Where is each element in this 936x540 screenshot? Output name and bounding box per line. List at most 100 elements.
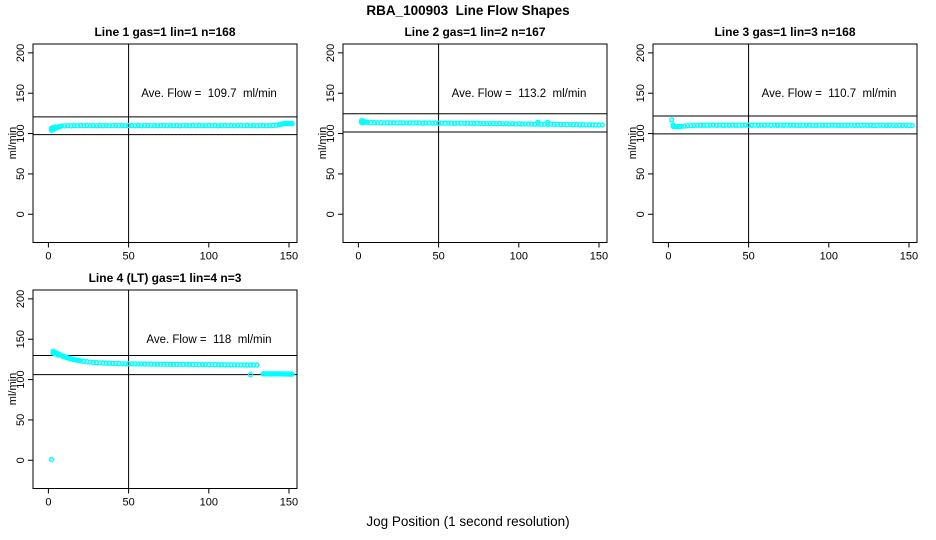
data-point xyxy=(464,120,471,126)
x-tick-label: 0 xyxy=(45,251,51,263)
x-tick-label: 0 xyxy=(665,251,671,263)
data-point xyxy=(580,121,586,128)
data-point xyxy=(103,360,109,366)
data-point xyxy=(90,122,97,129)
data-point xyxy=(468,120,474,127)
data-point xyxy=(250,362,257,368)
x-tick-label: 150 xyxy=(280,497,298,509)
data-point xyxy=(180,361,186,368)
data-point xyxy=(209,122,215,129)
data-point xyxy=(439,120,445,126)
x-tick-label: 150 xyxy=(900,251,918,263)
data-point xyxy=(855,122,861,129)
data-point xyxy=(691,122,697,129)
data-point xyxy=(816,122,822,128)
data-point xyxy=(96,122,103,129)
data-point xyxy=(167,122,174,129)
data-point xyxy=(493,120,499,127)
data-point xyxy=(138,361,145,367)
data-point xyxy=(678,123,684,130)
data-point xyxy=(391,119,397,126)
data-point xyxy=(154,122,161,129)
data-point xyxy=(577,122,583,128)
data-point xyxy=(596,122,602,128)
panel-4-title: Line 4 (LT) gas=1 lin=4 n=3 xyxy=(88,271,242,285)
data-point xyxy=(202,361,209,368)
x-axis-label: Jog Position (1 second resolution) xyxy=(366,514,570,529)
data-point xyxy=(548,121,554,127)
data-point xyxy=(113,122,119,129)
data-point xyxy=(599,122,605,128)
plot-box xyxy=(342,43,608,243)
panel-1: 0 50 100 150 0 50 100 150 200 xyxy=(15,43,298,263)
data-point xyxy=(87,359,93,365)
data-point xyxy=(909,122,915,129)
data-point xyxy=(429,120,435,126)
data-point xyxy=(263,122,270,129)
data-point xyxy=(209,361,215,368)
data-point xyxy=(80,122,87,129)
data-point xyxy=(477,120,483,127)
plot-box xyxy=(32,289,298,489)
data-point xyxy=(289,371,295,377)
data-point xyxy=(442,120,448,126)
data-point xyxy=(254,123,260,129)
data-point xyxy=(177,361,183,368)
data-point xyxy=(496,120,503,127)
data-point xyxy=(151,122,158,129)
plot-box xyxy=(652,43,918,243)
data-point xyxy=(119,122,125,129)
data-point xyxy=(177,123,183,129)
data-point xyxy=(528,121,535,127)
data-point xyxy=(164,122,170,129)
data-point xyxy=(161,122,167,129)
y-tick-label: 150 xyxy=(15,84,27,102)
data-point xyxy=(228,362,234,368)
data-point xyxy=(218,362,225,368)
data-point xyxy=(100,122,106,129)
data-point xyxy=(455,120,461,126)
data-point xyxy=(736,122,742,128)
data-point xyxy=(80,358,87,364)
data-point xyxy=(61,123,68,129)
data-point xyxy=(247,362,254,368)
data-point xyxy=(413,120,419,126)
data-point xyxy=(234,122,241,129)
data-point xyxy=(800,122,806,128)
data-point xyxy=(247,122,254,129)
data-point xyxy=(797,122,803,129)
data-point xyxy=(183,361,190,368)
data-point xyxy=(733,122,739,129)
data-point xyxy=(270,122,276,129)
data-point xyxy=(234,362,241,368)
data-point xyxy=(161,361,167,367)
data-point xyxy=(864,122,870,129)
data-point xyxy=(141,122,148,129)
data-point xyxy=(723,122,729,128)
data-point xyxy=(806,122,813,128)
data-point xyxy=(403,120,410,126)
data-point xyxy=(710,122,716,128)
data-point xyxy=(122,122,129,129)
data-point xyxy=(896,122,903,129)
data-point xyxy=(154,361,161,367)
data-point xyxy=(826,122,832,129)
data-point xyxy=(883,122,890,129)
data-point xyxy=(196,361,202,368)
data-point xyxy=(135,361,141,367)
data-point xyxy=(93,359,100,366)
y-tick-label: 50 xyxy=(15,414,27,426)
data-point xyxy=(538,121,544,128)
data-point xyxy=(87,122,93,129)
panel-2-title: Line 2 gas=1 lin=2 n=167 xyxy=(404,25,546,39)
data-point xyxy=(109,360,116,367)
panel-4-y-axis-label: ml/min xyxy=(7,372,19,406)
data-point xyxy=(215,362,222,368)
data-point xyxy=(535,121,541,127)
data-point xyxy=(890,122,896,129)
data-point xyxy=(109,122,116,129)
data-point xyxy=(193,122,199,129)
data-point xyxy=(228,122,234,129)
data-point xyxy=(426,120,432,126)
